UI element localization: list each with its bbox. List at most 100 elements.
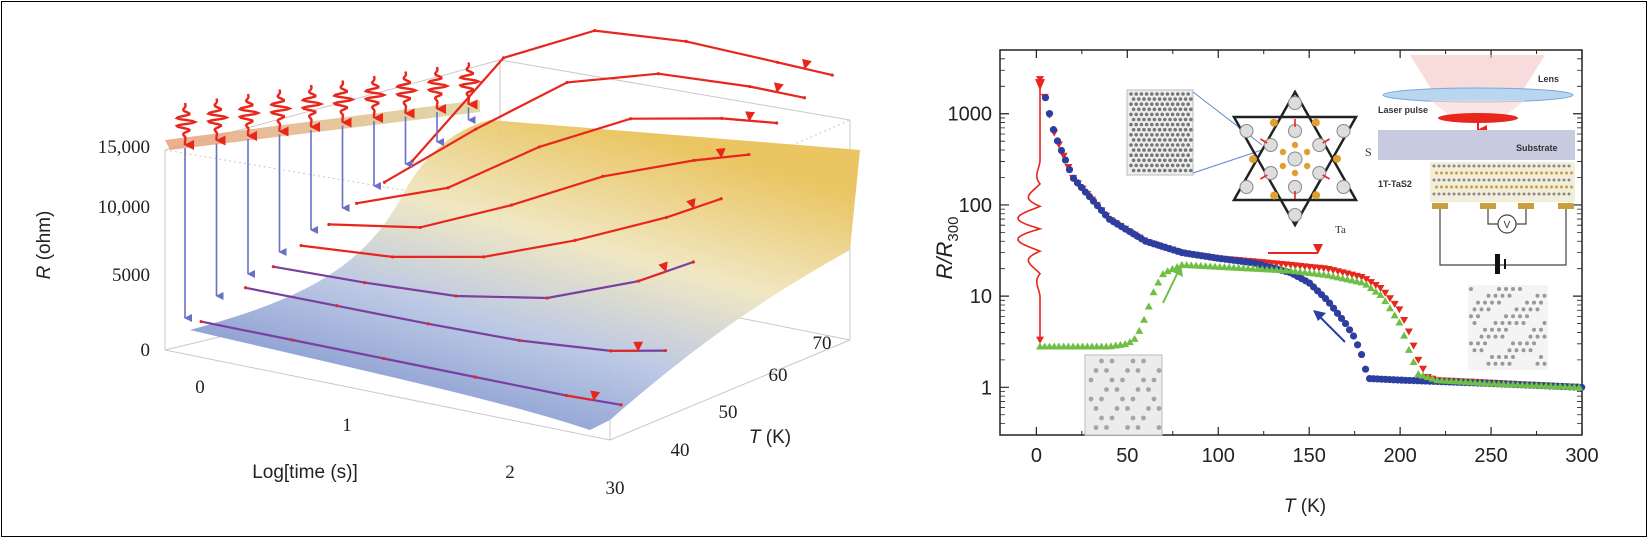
inset-lattice-bottom-left: [1084, 354, 1163, 436]
x-axis: 0 1 2 Log[time (s)]: [195, 377, 515, 483]
x-axis-label: T (K): [1284, 496, 1326, 517]
data-point: [830, 73, 834, 77]
data-point: [1286, 266, 1295, 274]
data-point: [1385, 304, 1394, 312]
data-point: [1348, 276, 1357, 284]
z-tick-label: 30: [606, 478, 625, 499]
data-point: [290, 338, 295, 342]
data-point: [501, 56, 506, 60]
data-point: [454, 294, 458, 298]
data-point: [390, 255, 395, 259]
data-point: [1381, 289, 1390, 297]
y-tick-label: 10: [970, 286, 992, 308]
recovery-arrow: [1162, 271, 1179, 304]
data-point: [1349, 332, 1358, 340]
data-point: [1419, 365, 1428, 373]
data-point: [1041, 94, 1050, 102]
cooling-arrow: [1317, 314, 1346, 343]
x-tick-label: 250: [1474, 445, 1507, 467]
data-point: [1414, 369, 1423, 377]
data-point: [1149, 288, 1158, 296]
data-point: [747, 152, 751, 157]
x-tick-label: 200: [1383, 445, 1416, 467]
laser-pulse: [332, 80, 356, 119]
inset-star-of-david: S Ta: [1231, 89, 1372, 236]
data-point: [1404, 345, 1413, 353]
data-point: [1125, 338, 1134, 346]
data-point: [1121, 340, 1130, 348]
data-point: [1390, 300, 1399, 308]
y-tick-label: 5000: [112, 265, 150, 286]
laser-pulse: [206, 98, 230, 137]
data-point: [691, 260, 695, 264]
y-tick-label: 1000: [948, 104, 993, 126]
curve-arrow: [638, 261, 668, 283]
laser-pulse: [395, 71, 419, 110]
data-point: [1376, 291, 1385, 299]
data-point: [426, 322, 430, 326]
laser-pulse: [363, 75, 388, 115]
data-point: [684, 39, 688, 44]
data-point: [802, 96, 807, 100]
data-point: [1324, 271, 1333, 279]
s-atom-label: S: [1365, 145, 1372, 159]
curve-arrow: [566, 390, 601, 402]
initial-state-ribbon: [165, 100, 480, 150]
z-tick-label: 60: [769, 365, 788, 386]
data-point: [482, 255, 486, 259]
data-point: [1305, 268, 1314, 276]
y-axis-label: R/R300: [932, 217, 962, 280]
right-log-plot: 0 50 100 150 200 250 300 1 10 100 1000 S Ta Lens L…: [932, 49, 1599, 517]
laser-pulses: [174, 62, 482, 150]
data-point: [509, 203, 514, 207]
laser-label: Laser pulse: [1378, 105, 1428, 115]
data-point: [1343, 275, 1352, 283]
z-tick-label: 50: [719, 402, 738, 423]
data-point: [1361, 365, 1370, 373]
pulse-arrowhead: [1036, 336, 1045, 344]
x-tick-label: 1: [342, 415, 352, 436]
data-point: [1395, 306, 1404, 314]
inset-lattice-top: [1126, 89, 1263, 176]
data-point: [299, 243, 303, 248]
data-point: [363, 281, 367, 285]
data-point: [1371, 287, 1380, 295]
sample-label: 1T-TaS2: [1378, 179, 1412, 189]
data-point: [1575, 383, 1584, 391]
x-tick-label: 0: [1031, 445, 1042, 467]
x-tick-label: 50: [1116, 445, 1138, 467]
axis-ticks: 0 50 100 150 200 250 300 1 10 100 1000: [948, 49, 1599, 467]
data-point: [573, 238, 577, 242]
data-point: [1049, 126, 1058, 134]
data-point: [719, 197, 723, 201]
data-point: [1341, 319, 1350, 328]
data-point: [382, 180, 387, 184]
data-point: [1409, 358, 1418, 366]
substrate-label: Substrate: [1516, 143, 1558, 153]
x-tick-label: 0: [195, 377, 205, 398]
data-point: [410, 159, 414, 163]
laser-pulse: [237, 93, 262, 133]
data-point: [565, 80, 569, 85]
data-point: [382, 356, 386, 361]
x-tick-label: 150: [1293, 445, 1326, 467]
data-point: [1144, 302, 1153, 310]
data-point: [1053, 137, 1062, 145]
data-point: [1154, 278, 1163, 286]
data-point: [1168, 265, 1177, 273]
curve-arrow: [694, 147, 726, 162]
data-point: [1140, 315, 1149, 323]
data-point: [1325, 299, 1334, 307]
data-point: [243, 286, 248, 290]
y-tick-label: 15,000: [98, 137, 150, 158]
data-point: [1357, 273, 1366, 281]
data-point: [1163, 267, 1172, 275]
x-tick-label: 2: [505, 462, 515, 483]
data-point: [1329, 304, 1338, 312]
x-axis-label: Log[time (s)]: [252, 462, 358, 483]
data-point: [1130, 334, 1139, 342]
voltmeter-label: V: [1504, 220, 1511, 231]
data-point: [1158, 270, 1167, 278]
data-point: [1414, 356, 1423, 364]
data-point: [1367, 279, 1376, 287]
